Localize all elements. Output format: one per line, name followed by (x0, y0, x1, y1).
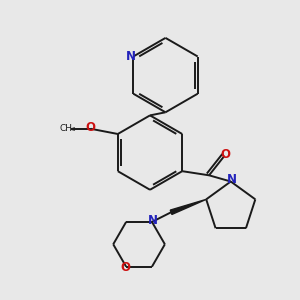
Text: N: N (126, 50, 136, 63)
Text: O: O (120, 261, 130, 274)
Polygon shape (170, 200, 206, 214)
Text: N: N (227, 173, 237, 186)
Text: O: O (220, 148, 231, 160)
Text: O: O (85, 121, 95, 134)
Text: CH₃: CH₃ (60, 124, 76, 133)
Text: N: N (148, 214, 158, 227)
